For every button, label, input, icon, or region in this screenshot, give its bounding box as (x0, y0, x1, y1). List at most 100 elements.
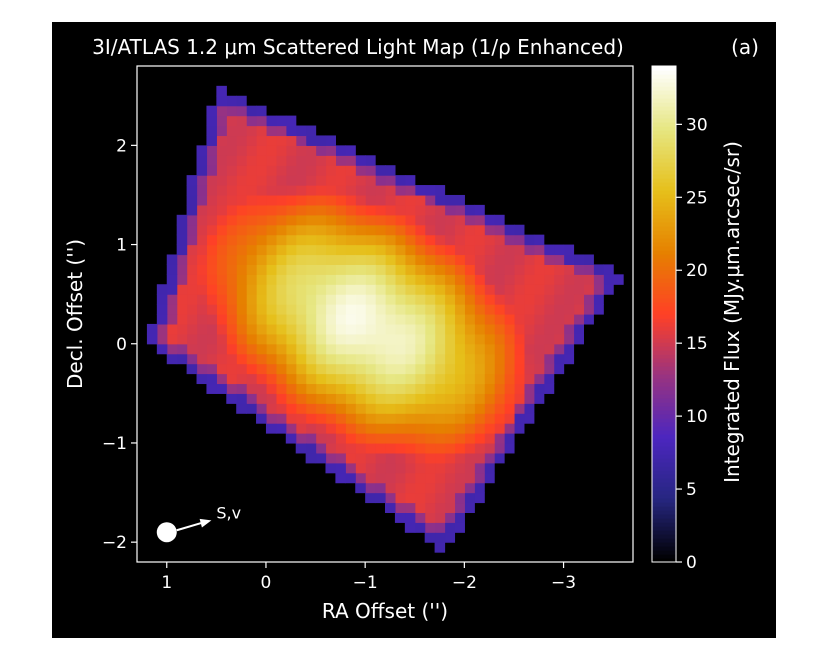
heatmap-cell (176, 294, 188, 305)
colorbar-segment (652, 554, 676, 559)
heatmap-cell (444, 333, 456, 345)
heatmap-cell (484, 214, 495, 226)
heatmap-cell (474, 323, 485, 335)
heatmap-cell (523, 343, 535, 355)
heatmap-cell (444, 433, 456, 444)
heatmap-cell (206, 343, 217, 355)
heatmap-cell (265, 224, 277, 236)
heatmap-cell (394, 353, 406, 365)
heatmap-cell (305, 353, 317, 365)
colorbar-segment (652, 534, 676, 539)
heatmap-cell (414, 482, 426, 494)
chart-title: 3I/ATLAS 1.2 μm Scattered Light Map (1/ρ… (92, 35, 624, 59)
heatmap-cell (444, 234, 456, 246)
heatmap-cell (325, 403, 336, 414)
heatmap-cell (394, 512, 406, 523)
heatmap-cell (325, 244, 336, 256)
heatmap-cell (355, 185, 366, 196)
heatmap-cell (365, 472, 376, 484)
heatmap-cell (355, 314, 366, 325)
colorbar-segment (652, 230, 676, 235)
heatmap-cell (295, 363, 307, 375)
colorbar-segment (652, 506, 676, 511)
heatmap-cell (325, 343, 336, 355)
plot-frame (136, 65, 634, 563)
heatmap-cell (335, 224, 346, 236)
heatmap-cell (305, 254, 317, 265)
heatmap-cell (434, 512, 446, 523)
heatmap-cell (305, 294, 317, 305)
heatmap-cell (345, 264, 356, 275)
colorbar-segment (652, 378, 676, 383)
heatmap-cell (444, 323, 456, 335)
heatmap-cell (504, 393, 515, 404)
heatmap-cell (375, 304, 386, 315)
heatmap-cell (196, 224, 208, 236)
heatmap-cell (345, 472, 356, 484)
heatmap-cell (325, 165, 336, 176)
heatmap-cell (236, 165, 247, 176)
heatmap-cell (325, 155, 336, 166)
heatmap-cell (533, 244, 545, 256)
colorbar-segment (652, 126, 676, 131)
heatmap-cell (494, 294, 505, 305)
heatmap-cell (424, 383, 436, 394)
heatmap-cell (434, 393, 446, 404)
heatmap-cell (236, 185, 247, 196)
heatmap-cell (404, 522, 416, 533)
heatmap-cell (474, 214, 485, 226)
heatmap-cell (573, 284, 584, 295)
heatmap-cell (543, 274, 555, 285)
heatmap-cell (504, 353, 515, 365)
heatmap-cell (365, 403, 376, 414)
heatmap-cell (375, 482, 386, 494)
heatmap-cell (355, 482, 366, 494)
heatmap-cell (563, 274, 575, 285)
heatmap-cell (206, 175, 217, 186)
heatmap-cell (305, 224, 317, 236)
heatmap-cell (265, 135, 277, 146)
colorbar-segment (652, 334, 676, 339)
heatmap-cell (315, 165, 327, 176)
heatmap-cell (434, 452, 446, 464)
heatmap-cell (494, 423, 505, 434)
heatmap-cell (454, 294, 465, 305)
heatmap-cell (345, 214, 356, 226)
heatmap-cell (434, 433, 446, 444)
heatmap-cell (583, 274, 594, 285)
heatmap-cell (553, 333, 565, 345)
heatmap-cell (573, 323, 584, 335)
heatmap-cell (444, 214, 456, 226)
heatmap-cell (265, 403, 277, 414)
heatmap-cell (484, 413, 495, 424)
heatmap-cell (325, 462, 336, 474)
colorbar-segment (652, 138, 676, 143)
heatmap-cell (285, 304, 297, 315)
heatmap-cell (295, 314, 307, 325)
heatmap-cell (216, 145, 227, 156)
heatmap-cell (186, 244, 198, 256)
heatmap-cell (315, 363, 327, 375)
colorbar-tick-label: 0 (686, 553, 697, 573)
heatmap-cell (325, 353, 336, 365)
heatmap-cell (365, 274, 376, 285)
heatmap-cell (375, 442, 386, 454)
heatmap-cell (355, 175, 366, 186)
heatmap-cell (424, 185, 436, 196)
heatmap-cell (355, 254, 366, 265)
heatmap-cell (454, 234, 465, 246)
heatmap-cell (553, 353, 565, 365)
heatmap-cell (464, 423, 475, 434)
heatmap-cell (186, 314, 198, 325)
heatmap-cell (265, 343, 277, 355)
heatmap-cell (523, 284, 535, 295)
heatmap-cell (345, 175, 356, 186)
heatmap-cell (434, 462, 446, 474)
heatmap-cell (424, 323, 436, 335)
heatmap-cell (404, 264, 416, 275)
heatmap-cell (444, 373, 456, 385)
heatmap-cell (246, 204, 257, 216)
colorbar-segment (652, 478, 676, 483)
heatmap-cell (375, 294, 386, 305)
colorbar-segment (652, 82, 676, 87)
